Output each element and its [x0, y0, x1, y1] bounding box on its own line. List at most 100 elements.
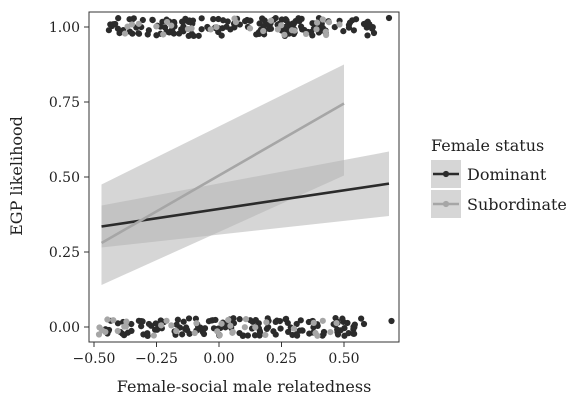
- data-point-subordinate: [160, 31, 167, 38]
- data-point-subordinate: [325, 19, 333, 26]
- data-point-subordinate: [214, 328, 221, 335]
- data-point-dominant: [180, 23, 187, 30]
- fit-line-subordinate: [100, 102, 345, 245]
- legend-label-dominant: Dominant: [467, 165, 547, 184]
- data-point-subordinate: [135, 20, 142, 27]
- data-point-subordinate: [128, 21, 136, 28]
- data-point-subordinate: [225, 316, 232, 324]
- data-point-dominant: [130, 15, 137, 22]
- data-point-dominant: [138, 323, 145, 330]
- data-point-subordinate: [291, 27, 298, 34]
- data-point-dominant: [296, 17, 303, 25]
- data-point-dominant: [201, 325, 209, 332]
- data-point-dominant: [272, 318, 279, 325]
- data-point-subordinate: [153, 23, 160, 30]
- data-point-dominant: [145, 320, 153, 328]
- data-point-subordinate: [310, 319, 317, 326]
- data-point-dominant: [339, 315, 346, 322]
- data-point-dominant: [153, 326, 161, 333]
- data-point-dominant: [267, 25, 275, 32]
- data-point-dominant: [185, 315, 193, 322]
- y-tick-label: 1.00: [49, 20, 80, 36]
- data-point-dominant: [129, 30, 136, 37]
- data-point-subordinate: [336, 21, 343, 28]
- data-point-dominant: [259, 15, 266, 22]
- data-point-subordinate: [110, 317, 117, 324]
- data-point-dominant: [272, 331, 279, 338]
- data-point-subordinate: [193, 320, 200, 327]
- data-point-dominant: [306, 330, 313, 337]
- data-point-dominant: [139, 318, 146, 325]
- confidence-ribbons: [101, 64, 389, 285]
- data-point-dominant: [293, 320, 300, 328]
- data-point-subordinate: [95, 331, 103, 338]
- data-point-dominant: [341, 332, 348, 339]
- data-point-dominant: [144, 31, 151, 38]
- data-point-dominant: [346, 19, 354, 26]
- data-point-subordinate: [218, 320, 225, 327]
- data-point-dominant: [179, 331, 186, 338]
- data-point-subordinate: [173, 327, 180, 335]
- x-tick-label: −0.25: [135, 351, 178, 367]
- data-point-subordinate: [302, 30, 310, 38]
- data-point-subordinate: [246, 25, 254, 32]
- x-axis: −0.50 −0.25 0.00 0.25 0.50: [73, 342, 360, 367]
- data-point-subordinate: [207, 26, 214, 33]
- data-point-dominant: [200, 330, 208, 338]
- data-point-dominant: [135, 30, 142, 37]
- data-point-dominant: [350, 27, 358, 34]
- data-point-subordinate: [114, 327, 121, 335]
- data-point-dominant: [331, 23, 338, 31]
- data-point-subordinate: [231, 15, 238, 22]
- data-point-dominant: [180, 318, 187, 325]
- data-point-dominant: [186, 330, 193, 337]
- data-point-subordinate: [121, 30, 129, 37]
- x-tick-label: −0.50: [73, 351, 116, 367]
- data-point-dominant: [198, 26, 205, 33]
- data-point-subordinate: [163, 317, 170, 324]
- y-tick-label: 0.00: [49, 320, 80, 336]
- data-point-dominant: [360, 20, 368, 28]
- data-point-dominant: [224, 18, 231, 25]
- data-point-dominant: [277, 325, 284, 332]
- data-point-subordinate: [241, 324, 248, 331]
- data-point-subordinate: [188, 25, 195, 32]
- y-axis: 0.00 0.25 0.50 0.75 1.00: [49, 20, 89, 336]
- data-point-subordinate: [191, 329, 198, 337]
- fit-lines: [100, 102, 390, 245]
- legend-point-subordinate: [442, 200, 450, 208]
- data-point-dominant: [297, 23, 305, 30]
- data-point-dominant: [285, 328, 292, 336]
- data-point-dominant: [293, 332, 301, 339]
- legend-point-dominant: [442, 170, 450, 178]
- jittered-points: [95, 14, 395, 340]
- data-point-dominant: [350, 330, 357, 337]
- data-point-subordinate: [278, 22, 285, 29]
- ci-ribbon-subordinate: [101, 64, 344, 285]
- data-point-subordinate: [274, 26, 281, 33]
- data-point-dominant: [340, 28, 347, 35]
- data-point-dominant: [334, 326, 341, 333]
- data-point-dominant: [251, 332, 259, 339]
- data-point-dominant: [174, 316, 181, 323]
- data-point-dominant: [215, 15, 222, 23]
- data-point-dominant: [219, 25, 226, 32]
- data-point-dominant: [166, 29, 173, 36]
- data-point-subordinate: [312, 329, 319, 337]
- data-point-subordinate: [281, 31, 288, 38]
- data-point-dominant: [244, 332, 251, 339]
- data-point-dominant: [115, 15, 122, 22]
- data-point-dominant: [114, 320, 122, 327]
- data-point-dominant: [243, 16, 251, 24]
- data-point-dominant: [320, 328, 328, 336]
- data-point-dominant: [112, 20, 119, 28]
- data-point-subordinate: [150, 332, 157, 339]
- data-point-subordinate: [168, 322, 175, 329]
- y-axis-label: EGP likelihood: [7, 116, 26, 236]
- legend-label-subordinate: Subordinate: [467, 195, 567, 214]
- y-tick-label: 0.75: [49, 95, 80, 111]
- data-point-subordinate: [313, 26, 320, 33]
- data-point-subordinate: [333, 319, 340, 327]
- x-axis-label: Female-social male relatedness: [117, 377, 372, 396]
